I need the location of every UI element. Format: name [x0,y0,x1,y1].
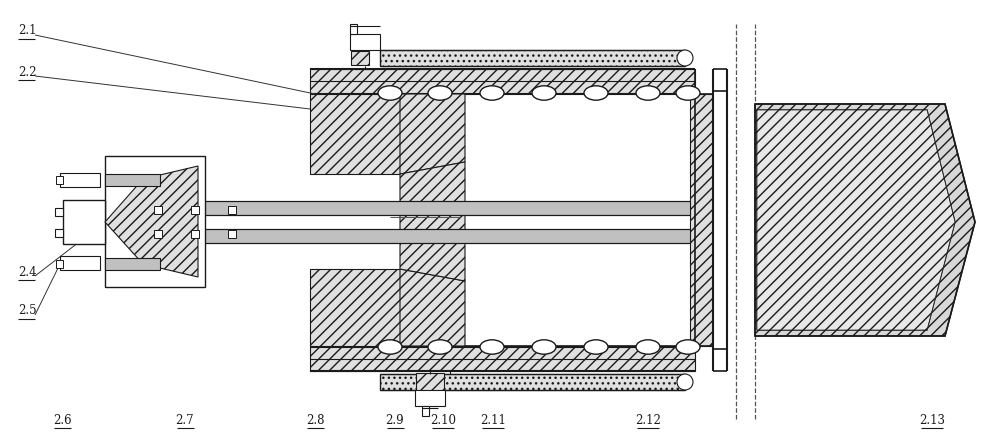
Text: 2.5: 2.5 [18,305,37,317]
Ellipse shape [636,86,660,100]
Text: 2.4: 2.4 [18,266,37,278]
Bar [350,24,357,34]
Ellipse shape [584,86,608,100]
Ellipse shape [532,340,556,354]
Polygon shape [310,69,695,94]
Bar [415,390,445,406]
Bar [105,174,160,186]
Bar [228,230,236,238]
Bar [60,256,100,270]
Polygon shape [310,346,695,371]
Ellipse shape [378,86,402,100]
Bar [380,374,685,390]
Ellipse shape [677,374,693,390]
Bar [380,50,685,66]
Text: 2.13: 2.13 [919,414,945,427]
Bar [191,230,199,238]
Polygon shape [416,373,444,391]
Ellipse shape [480,340,504,354]
Bar [63,200,105,244]
Polygon shape [105,166,198,277]
Ellipse shape [428,340,452,354]
Ellipse shape [676,340,700,354]
Text: 2.2: 2.2 [18,66,36,79]
Bar [105,258,160,270]
Bar [105,156,205,287]
Polygon shape [310,269,400,346]
Bar [154,230,162,238]
Polygon shape [400,269,465,346]
Polygon shape [310,94,400,174]
Polygon shape [351,51,369,65]
Bar [140,201,690,215]
Bar [228,206,236,214]
Bar [140,229,690,243]
Text: 2.1: 2.1 [18,24,36,37]
Bar [56,260,63,268]
Text: 2.7: 2.7 [176,414,194,427]
Text: 2.9: 2.9 [386,414,404,427]
Bar [713,91,727,349]
Text: 2.6: 2.6 [53,414,71,427]
Text: 2.12: 2.12 [635,414,661,427]
Ellipse shape [378,340,402,354]
Ellipse shape [584,340,608,354]
Ellipse shape [480,86,504,100]
Polygon shape [755,104,975,336]
Ellipse shape [532,86,556,100]
Ellipse shape [677,50,693,66]
Bar [350,34,380,50]
Bar [60,173,100,187]
Text: 2.8: 2.8 [306,414,324,427]
Bar [55,208,63,216]
Bar [55,229,63,237]
Ellipse shape [636,340,660,354]
Polygon shape [757,110,955,330]
Polygon shape [690,94,713,346]
Polygon shape [400,94,465,174]
Ellipse shape [428,86,452,100]
Text: 2.11: 2.11 [480,414,506,427]
Ellipse shape [676,86,700,100]
Bar [154,206,162,214]
Polygon shape [400,162,465,281]
Bar [191,206,199,214]
Bar [422,406,429,416]
Polygon shape [757,110,955,330]
Bar [56,176,63,184]
Text: 2.10: 2.10 [430,414,456,427]
